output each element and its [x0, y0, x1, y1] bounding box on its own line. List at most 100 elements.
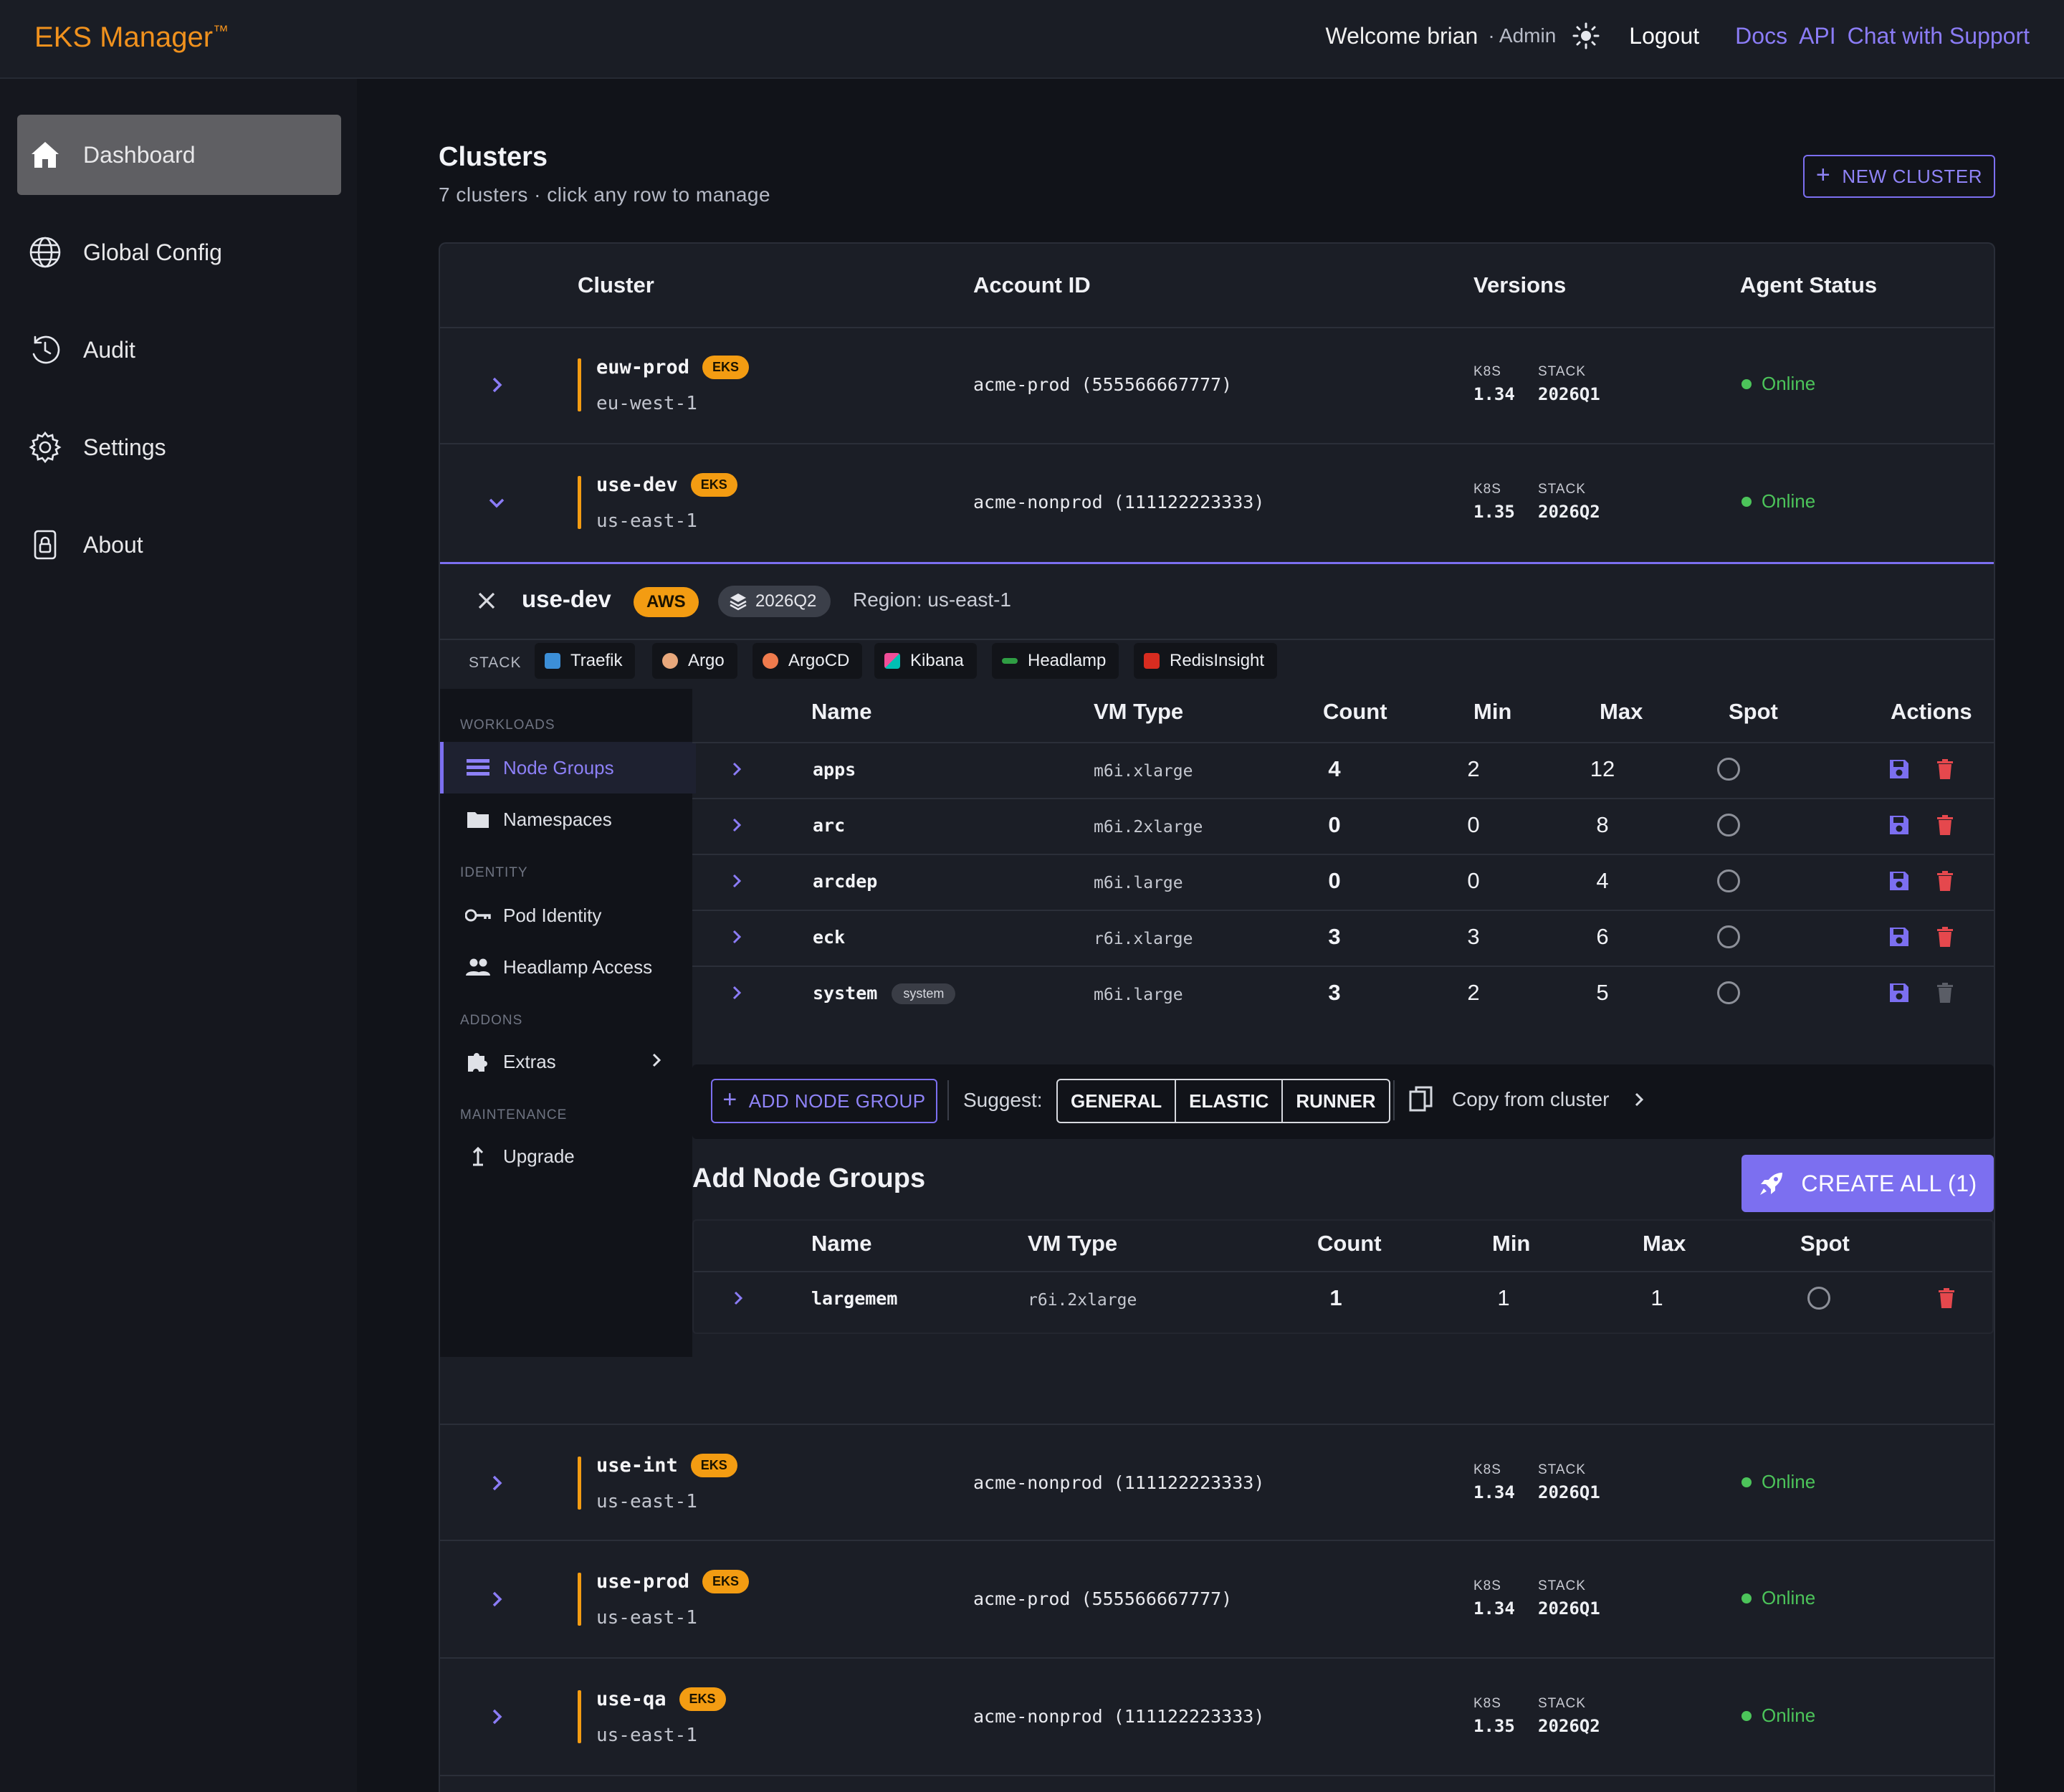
chevron-right-icon[interactable] — [486, 1706, 507, 1727]
nav-section-addons: ADDONS — [460, 1013, 523, 1028]
folder-icon — [464, 806, 492, 833]
stack-version-chip: 2026Q2 — [718, 586, 831, 617]
chevron-right-icon[interactable] — [730, 1290, 747, 1307]
delete-icon[interactable] — [1935, 1287, 1958, 1310]
save-icon[interactable] — [1888, 925, 1911, 948]
nav-item-pod-identity[interactable]: Pod Identity — [440, 890, 692, 941]
stack-chip-argocd[interactable]: ArgoCD — [752, 643, 863, 679]
stack-chip-redisinsight[interactable]: RedisInsight — [1134, 643, 1278, 679]
nav-item-upgrade[interactable]: Upgrade — [440, 1130, 692, 1182]
node-group-name: arc — [813, 815, 846, 836]
delete-icon[interactable] — [1934, 814, 1956, 837]
save-icon[interactable] — [1888, 814, 1911, 837]
sidebar-item-settings[interactable]: Settings — [17, 407, 341, 487]
node-group-row[interactable]: system system m6i.large 3 2 5 — [692, 966, 1994, 1021]
column-header-cluster[interactable]: Cluster — [578, 272, 654, 297]
nav-item-extras[interactable]: Extras — [440, 1036, 692, 1087]
cluster-row[interactable]: use-int EKS us-east-1 acme-nonprod (11112… — [440, 1424, 1994, 1541]
vm-type: r6i.xlarge — [1094, 930, 1193, 948]
api-link[interactable]: API — [1799, 22, 1836, 49]
nav-item-headlamp-access[interactable]: Headlamp Access — [440, 941, 692, 993]
chevron-down-icon[interactable] — [486, 492, 507, 513]
chevron-right-icon[interactable] — [486, 1588, 507, 1610]
cluster-color-bar — [578, 1573, 581, 1626]
stack-chip-headlamp[interactable]: Headlamp — [992, 643, 1119, 679]
column-header-account[interactable]: Account ID — [973, 272, 1091, 297]
spot-radio[interactable] — [1717, 814, 1740, 837]
column-header-versions[interactable]: Versions — [1473, 272, 1567, 297]
suggest-runner-button[interactable]: RUNNER — [1281, 1080, 1388, 1122]
column-header-max[interactable]: Max — [1600, 699, 1643, 724]
theme-toggle-sun-icon[interactable] — [1572, 22, 1600, 50]
chevron-right-icon[interactable] — [728, 928, 745, 945]
key-icon — [464, 902, 492, 929]
new-cluster-button[interactable]: + NEW CLUSTER — [1803, 155, 1995, 198]
suggest-general-button[interactable]: GENERAL — [1071, 1090, 1162, 1112]
cluster-row[interactable]: euw-prod EKS eu-west-1 acme-prod (5555666… — [440, 327, 1994, 444]
column-header-spot[interactable]: Spot — [1800, 1231, 1850, 1256]
new-node-group-row[interactable]: largemem r6i.2xlarge 1 1 1 — [694, 1271, 1992, 1327]
create-all-button[interactable]: CREATE ALL (1) — [1742, 1155, 1994, 1212]
save-icon[interactable] — [1888, 869, 1911, 892]
docs-link[interactable]: Docs — [1735, 22, 1788, 49]
chevron-right-icon[interactable] — [728, 872, 745, 890]
chevron-right-icon[interactable] — [486, 374, 507, 396]
spot-radio[interactable] — [1717, 925, 1740, 948]
sidebar-item-global-config[interactable]: Global Config — [17, 212, 341, 292]
save-icon[interactable] — [1888, 981, 1911, 1004]
stack-chip-argo[interactable]: Argo — [652, 643, 737, 679]
chevron-right-icon[interactable] — [486, 1472, 507, 1494]
stack-version: 2026Q2 — [1538, 1716, 1600, 1736]
sidebar-item-about[interactable]: About — [17, 505, 341, 585]
add-node-group-button[interactable]: + ADD NODE GROUP — [711, 1079, 937, 1123]
redisinsight-icon — [1144, 653, 1160, 669]
column-header-spot[interactable]: Spot — [1729, 699, 1778, 724]
column-header-name[interactable]: Name — [811, 699, 872, 724]
column-header-max[interactable]: Max — [1643, 1231, 1686, 1256]
column-header-count[interactable]: Count — [1323, 699, 1387, 724]
nav-item-namespaces[interactable]: Namespaces — [440, 793, 692, 845]
sidebar-item-audit[interactable]: Audit — [17, 310, 341, 390]
eks-badge: EKS — [702, 1570, 750, 1593]
copy-from-cluster-button[interactable]: Copy from cluster — [1409, 1086, 1648, 1113]
column-header-vm-type[interactable]: VM Type — [1094, 699, 1184, 724]
spot-radio[interactable] — [1807, 1287, 1830, 1310]
spot-radio[interactable] — [1717, 758, 1740, 781]
column-header-min[interactable]: Min — [1473, 699, 1512, 724]
node-group-row[interactable]: eck r6i.xlarge 3 3 6 — [692, 910, 1994, 966]
column-header-name[interactable]: Name — [811, 1231, 872, 1256]
column-header-min[interactable]: Min — [1492, 1231, 1531, 1256]
column-header-count[interactable]: Count — [1317, 1231, 1382, 1256]
cluster-color-bar — [578, 1690, 581, 1743]
spot-radio[interactable] — [1717, 981, 1740, 1004]
cluster-color-bar — [578, 476, 581, 529]
chevron-right-icon[interactable] — [728, 761, 745, 778]
save-icon[interactable] — [1888, 758, 1911, 781]
stack-chip-kibana[interactable]: Kibana — [874, 643, 977, 679]
chevron-right-icon[interactable] — [728, 816, 745, 834]
max-value: 1 — [1650, 1285, 1663, 1310]
chat-support-link[interactable]: Chat with Support — [1847, 22, 2030, 49]
nav-item-node-groups[interactable]: Node Groups — [440, 742, 696, 793]
chevron-right-icon[interactable] — [648, 1052, 665, 1069]
column-header-vm-type[interactable]: VM Type — [1028, 1231, 1118, 1256]
suggest-elastic-button[interactable]: ELASTIC — [1175, 1080, 1281, 1122]
node-group-row[interactable]: arcdep m6i.large 0 0 4 — [692, 854, 1994, 910]
logout-link[interactable]: Logout — [1629, 22, 1700, 49]
cluster-row[interactable]: use-qa EKS us-east-1 acme-nonprod (111122… — [440, 1659, 1994, 1776]
column-header-agent-status[interactable]: Agent Status — [1740, 272, 1878, 297]
chevron-right-icon[interactable] — [728, 984, 745, 1001]
detail-cluster-name: use-dev — [522, 586, 611, 612]
spot-radio[interactable] — [1717, 869, 1740, 892]
node-group-row[interactable]: arc m6i.2xlarge 0 0 8 — [692, 798, 1994, 854]
delete-icon[interactable] — [1934, 869, 1956, 892]
node-group-row[interactable]: apps m6i.xlarge 4 2 12 — [692, 742, 1994, 798]
close-icon[interactable] — [476, 590, 497, 611]
sidebar-item-dashboard[interactable]: Dashboard — [17, 115, 341, 195]
delete-icon[interactable] — [1934, 758, 1956, 781]
brand-logo[interactable]: EKS Manager™ — [34, 22, 229, 53]
delete-icon[interactable] — [1934, 925, 1956, 948]
cluster-row[interactable]: use-dev EKS us-east-1 acme-nonprod (11112… — [440, 444, 1994, 562]
cluster-row[interactable]: use-prod EKS us-east-1 acme-prod (5555666… — [440, 1541, 1994, 1659]
stack-chip-traefik[interactable]: Traefik — [535, 643, 636, 679]
